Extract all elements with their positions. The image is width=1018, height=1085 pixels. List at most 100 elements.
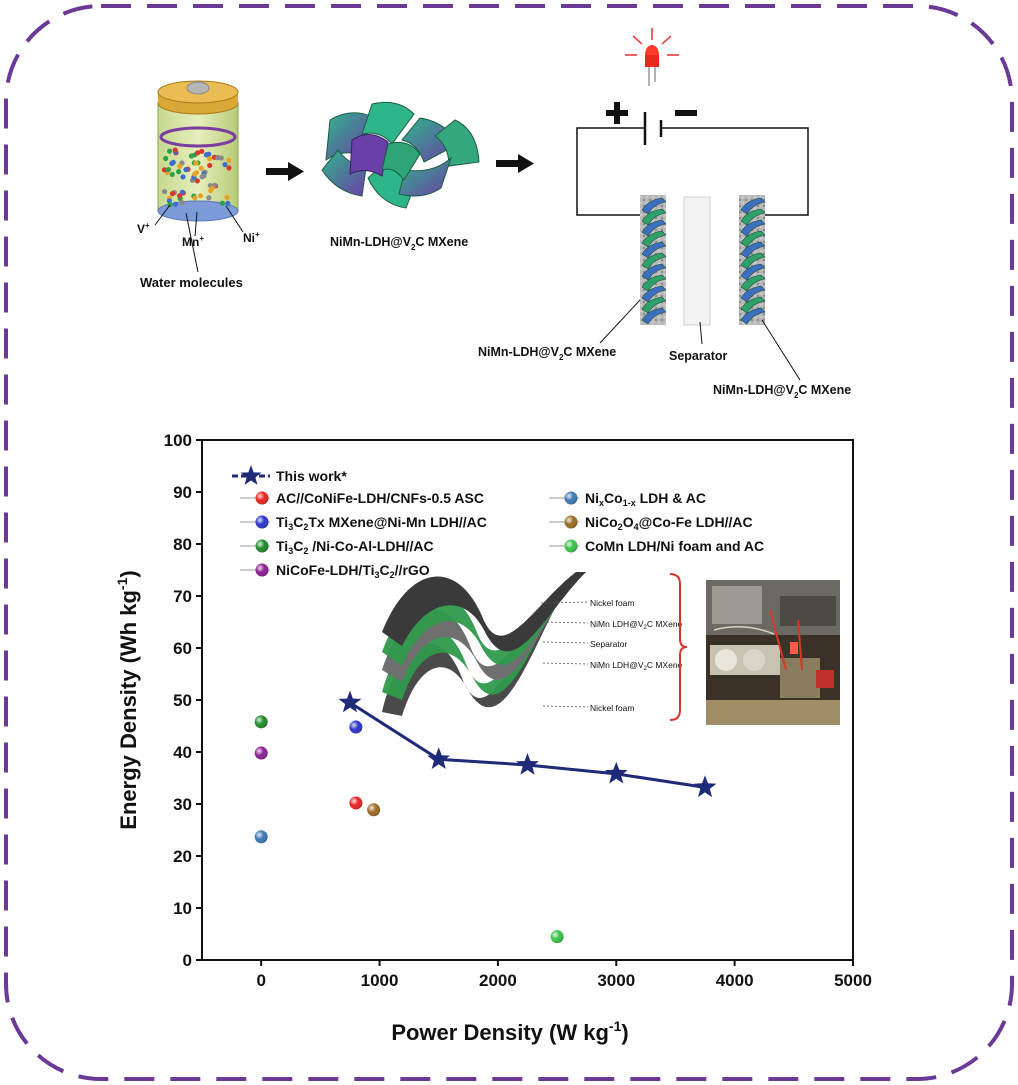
legend-ball-shade [564,539,578,553]
svg-text:NiMn LDH@V2C MXene: NiMn LDH@V2C MXene [590,619,683,631]
ion-particle [225,200,231,206]
ion-particle [215,154,221,161]
x-tick-label: 4000 [716,971,754,990]
ion-label-v: V+ [137,221,150,236]
ion-particle [176,169,182,175]
ion-particle [193,160,199,166]
ldh-sheet [740,241,766,259]
ldh-sheet [641,285,667,303]
legend-nicofe: NiCoFe-LDH/Ti3C2//rGO [276,562,430,580]
electrode-left [640,195,667,325]
ion-particle [222,161,228,168]
data-point-shade [254,715,268,729]
y-tick-label: 30 [173,795,192,814]
data-point-shade [367,803,381,817]
data-point-shade [349,720,363,734]
ion-particle [201,173,207,179]
water-molecules-label: Water molecules [140,275,243,290]
svg-text:Nickel foam: Nickel foam [590,598,634,608]
svg-text:NiMn LDH@V2C MXene: NiMn LDH@V2C MXene [590,660,683,672]
legend-ball-shade [255,491,269,505]
data-point-star [427,747,451,769]
ldh-sheet [641,274,667,292]
ion-particle [172,147,178,153]
ion-particle [165,166,171,173]
mxene-ldh-sheets [321,101,480,209]
electrode-right [739,195,766,325]
led-indicator [625,28,679,86]
ion-particle [163,155,169,162]
legend-ti3c2tx: Ti3C2Tx MXene@Ni-Mn LDH//AC [276,514,487,532]
ion-label-ni: Ni+ [243,230,260,245]
ldh-sheet [641,208,667,226]
ion-particle [183,167,189,173]
data-point-shade [254,830,268,844]
ion-particle [166,148,173,154]
ion-particle [199,148,205,154]
composite-label-3: NiMn-LDH@V2C MXene [713,383,851,400]
device-photo-inset [706,580,840,725]
ion-particle [169,171,175,178]
ion-particle [207,156,213,162]
ion-particle [169,191,176,197]
legend-nixco: NixCo1-x LDH & AC [585,490,706,508]
ion-particle [179,200,185,206]
ion-particle [179,189,185,195]
ldh-sheet [641,252,667,270]
ldh-sheet [740,307,766,325]
device-stack-inset [382,572,586,716]
ion-particle [192,195,198,201]
ion-particle [188,153,195,159]
ldh-sheet [641,241,667,259]
ion-particle [172,201,179,207]
data-point-star [604,761,628,784]
legend-this-work: This work* [276,468,347,484]
process-arrow-1 [266,162,304,181]
ldh-sheet [740,285,766,303]
y-tick-label: 80 [173,535,192,554]
separator-membrane [683,196,711,326]
y-tick-label: 40 [173,743,192,762]
y-axis-title: Energy Density (Wh kg-1) [114,570,141,829]
process-arrow-2 [496,154,534,173]
y-tick-label: 100 [164,431,192,450]
x-tick-label: 0 [256,971,265,990]
x-tick-label: 2000 [479,971,517,990]
legend-comn: CoMn LDH/Ni foam and AC [585,538,764,554]
data-point-shade [254,746,268,760]
y-tick-label: 90 [173,483,192,502]
x-tick-label: 3000 [597,971,635,990]
ion-particle [226,157,232,164]
ion-particle [207,162,213,169]
y-tick-label: 50 [173,691,192,710]
y-tick-label: 20 [173,847,192,866]
ion-particle [167,201,173,208]
ion-particle [177,193,183,199]
ldh-sheet [641,296,667,314]
data-point-shade [550,930,564,944]
data-point-shade [349,796,363,810]
y-tick-label: 60 [173,639,192,658]
synthesis-schematic: V+ Mn+ Ni+ Water molecules NiMn-LDH@V2C … [137,28,851,400]
legend-ball-shade [255,539,269,553]
ldh-sheet [641,263,667,281]
x-axis-title: Power Density (W kg-1) [391,1018,628,1045]
series-line-this-work [349,701,706,789]
legend-ball-shade [564,491,578,505]
inset-labels: Nickel foam NiMn LDH@V2C MXene Separator… [540,573,688,721]
legend-ball-shade [564,515,578,529]
composite-label-2: NiMn-LDH@V2C MXene [478,345,616,362]
ion-particle [161,167,168,173]
ion-particle [203,152,210,158]
y-tick-label: 0 [183,951,192,970]
legend-conife: AC//CoNiFe-LDH/CNFs-0.5 ASC [276,490,484,506]
ion-particle [198,165,204,171]
x-tick-label: 1000 [361,971,399,990]
ion-particle [219,200,225,206]
y-tick-label: 10 [173,899,192,918]
data-point-star [516,753,539,775]
legend-ball-shade [255,515,269,529]
x-tick-label: 5000 [834,971,872,990]
y-tick-label: 70 [173,587,192,606]
